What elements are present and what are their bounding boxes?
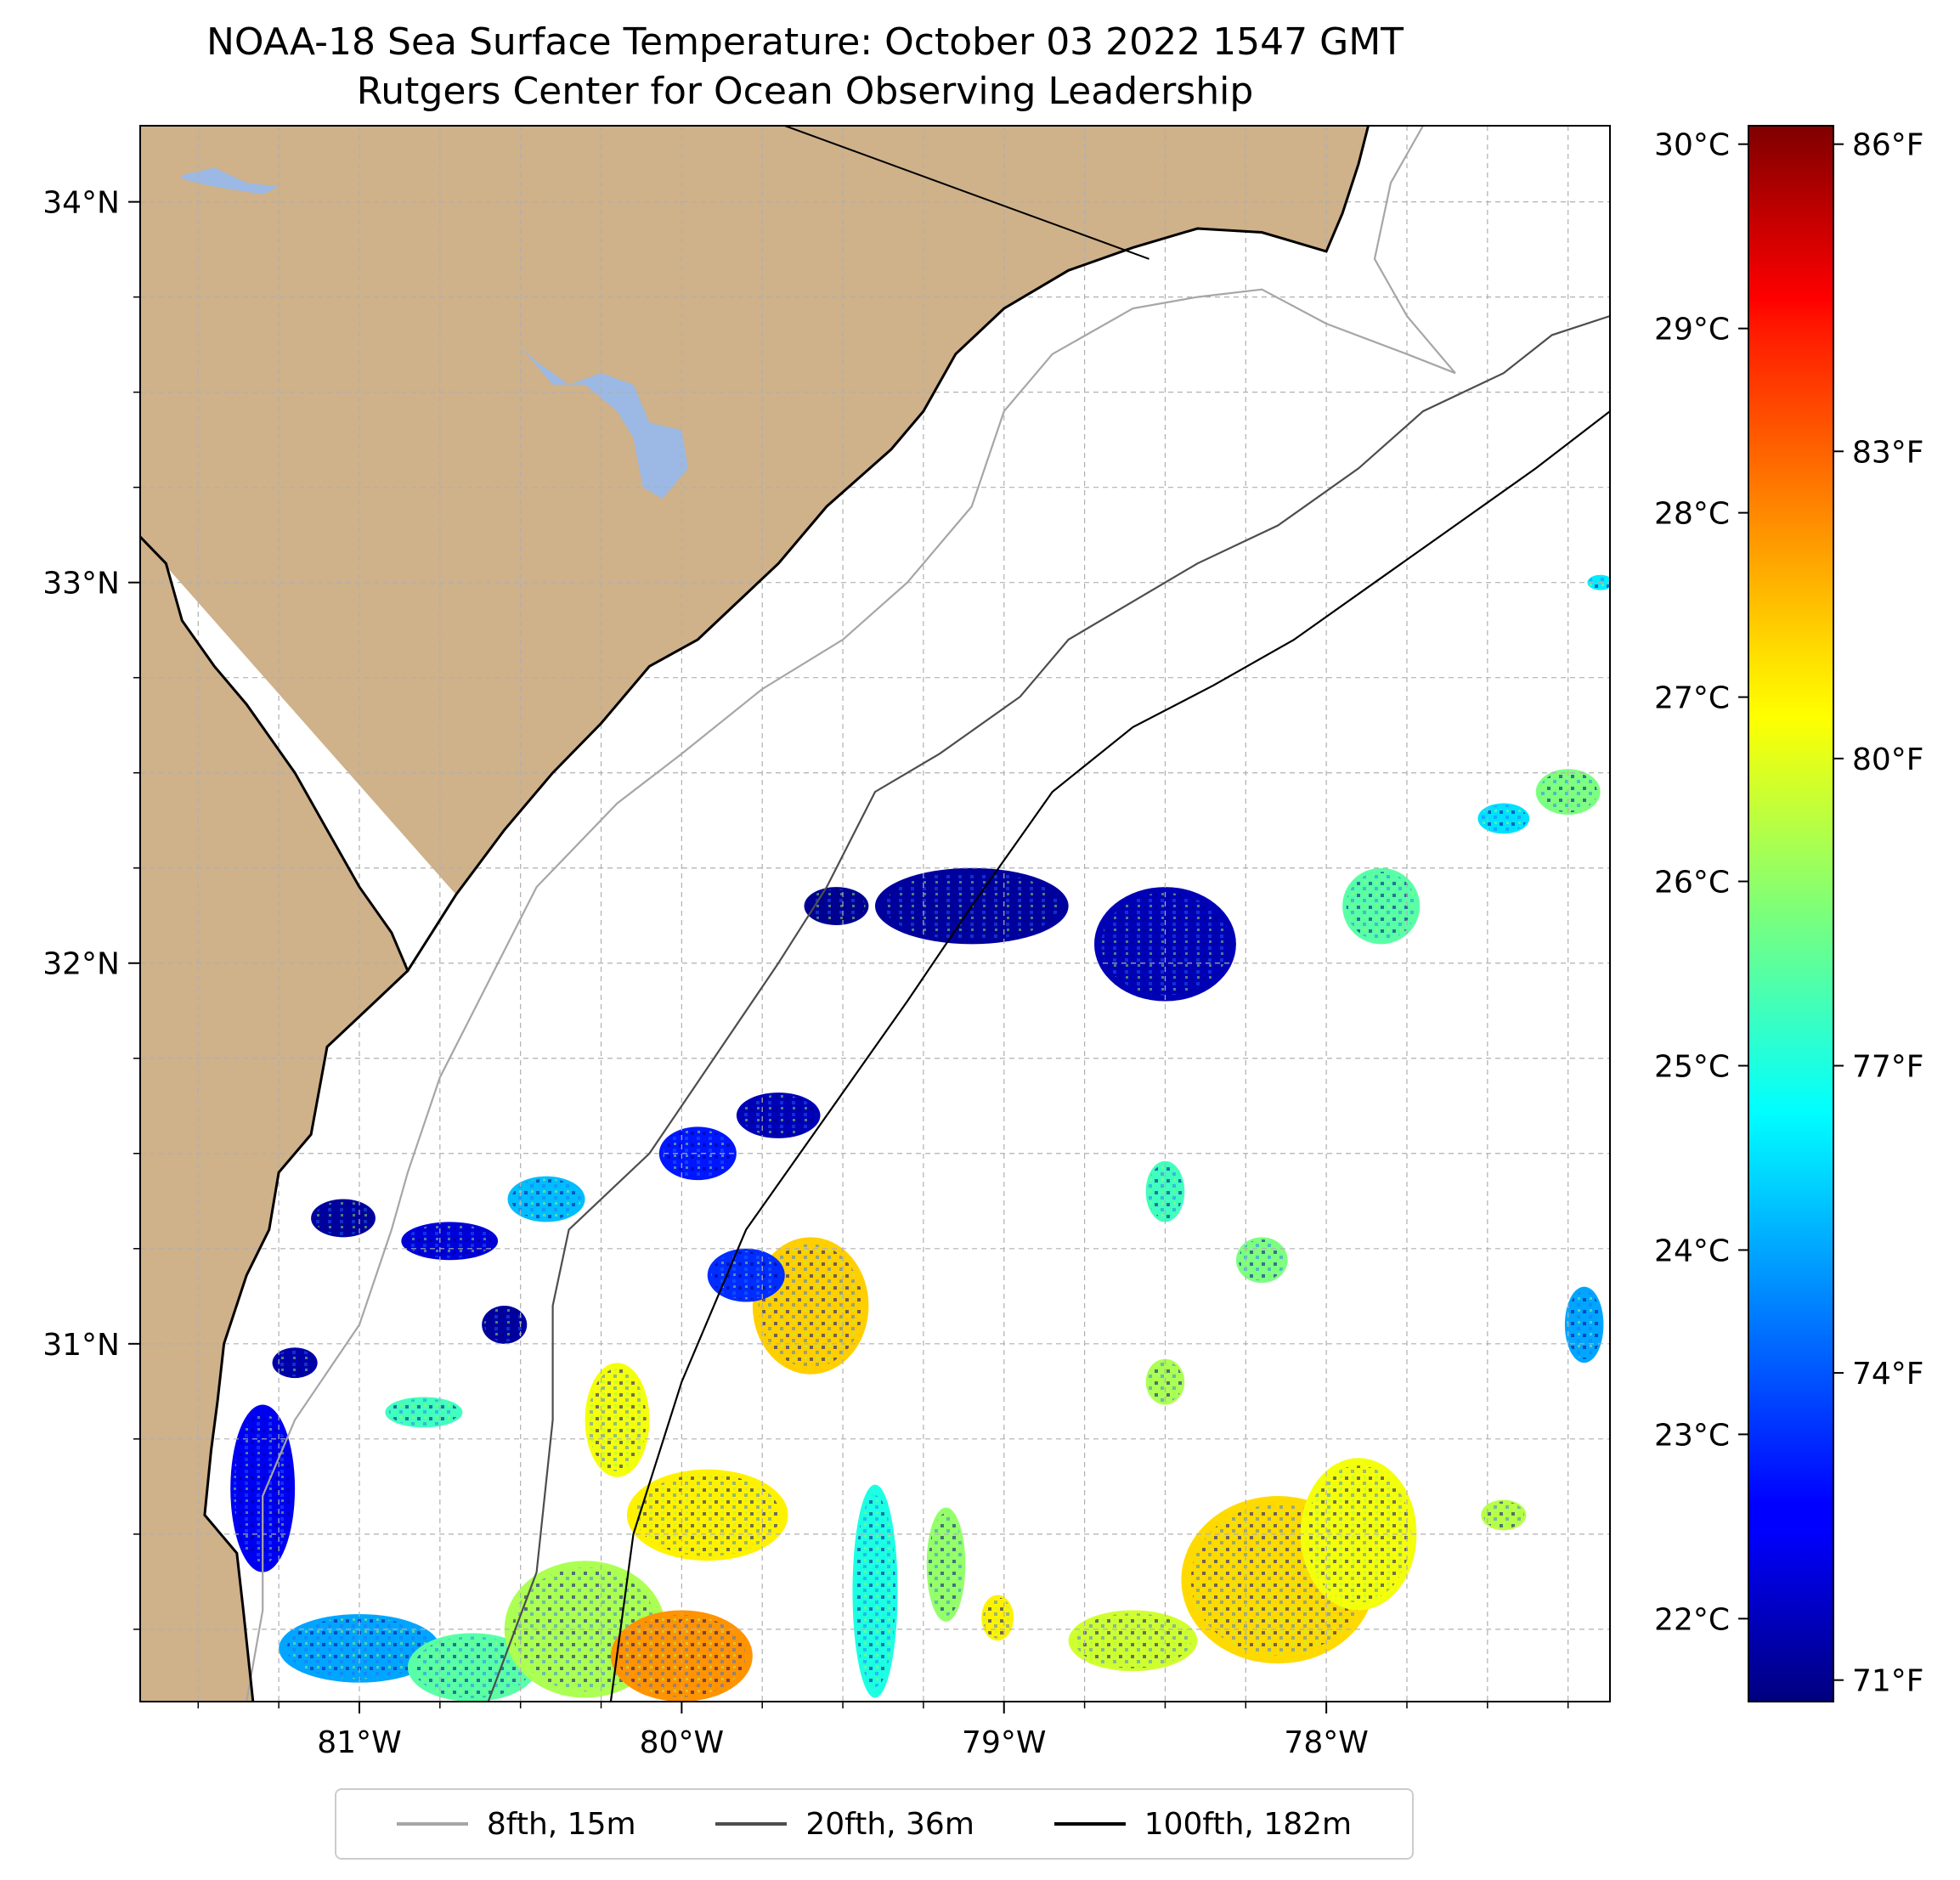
chart-title: NOAA-18 Sea Surface Temperature: October… — [206, 20, 1404, 64]
chart-legend: 8fth, 15m 20fth, 36m 100fth, 182m — [335, 1788, 1414, 1860]
x-tick-label: 80°W — [640, 1725, 724, 1760]
map-layer — [140, 126, 1610, 1702]
sst-patch-texture-1 — [405, 1223, 494, 1259]
colorbar-celsius-label: 24°C — [1654, 1234, 1730, 1268]
sst-patch-texture-0 — [313, 1200, 373, 1236]
colorbar: 22°C 23°C 24°C 25°C 26°C 27°C 28°C 29°C 30°C 71°F… — [1654, 125, 1924, 1702]
land-area — [140, 126, 1369, 1702]
contour-100fth — [609, 410, 1610, 1702]
sst-patch-texture-12 — [711, 1251, 782, 1300]
colorbar-celsius-label: 28°C — [1654, 497, 1730, 532]
sst-patch-texture-9 — [635, 1474, 781, 1556]
coastline-north — [406, 126, 1370, 972]
sst-patch-texture-33 — [483, 1307, 525, 1342]
x-tick-label: 78°W — [1284, 1725, 1368, 1760]
colorbar-fahrenheit-label: 71°F — [1852, 1664, 1924, 1699]
legend-swatch-8fth — [396, 1822, 468, 1826]
sst-patch-texture-30 — [1075, 1613, 1191, 1668]
legend-swatch-20fth — [715, 1822, 788, 1826]
sst-patch-texture-31 — [1567, 1290, 1602, 1359]
legend-entry-100fth: 100fth, 182m — [1053, 1806, 1353, 1842]
sst-patch-texture-5 — [286, 1617, 432, 1680]
state-border — [784, 126, 1149, 260]
colorbar-celsius-label: 22°C — [1654, 1602, 1730, 1637]
colorbar-celsius-label: 30°C — [1654, 128, 1730, 163]
legend-swatch-100fth — [1053, 1822, 1126, 1826]
sst-patch-texture-23 — [1480, 805, 1528, 833]
sst-patch-texture-13 — [663, 1129, 733, 1178]
legend-label-8fth: 8fth, 15m — [486, 1806, 636, 1842]
colorbar-gradient — [1748, 125, 1834, 1702]
y-tick-label: 32°N — [42, 947, 120, 982]
contour-20fth — [487, 314, 1610, 1702]
colorbar-fahrenheit-label: 77°F — [1852, 1049, 1924, 1084]
coastline-south — [140, 535, 410, 1702]
colorbar-celsius-label: 26°C — [1654, 866, 1730, 900]
lake-0 — [182, 167, 280, 195]
legend-entry-20fth: 20fth, 36m — [715, 1807, 974, 1842]
colorbar-celsius-label: 27°C — [1654, 681, 1730, 716]
x-tick-label: 81°W — [317, 1725, 401, 1760]
sst-patch-texture-26 — [1238, 1239, 1285, 1281]
legend-entry-8fth: 8fth, 15m — [396, 1806, 636, 1842]
sst-patch-texture-10 — [588, 1368, 647, 1471]
contour-8fth — [246, 126, 1456, 1702]
sst-patch-texture-3 — [274, 1349, 316, 1377]
colorbar-fahrenheit-label: 83°F — [1852, 435, 1924, 470]
y-tick-label: 33°N — [42, 567, 120, 601]
x-tick-label: 79°W — [962, 1725, 1046, 1760]
colorbar-fahrenheit-label: 74°F — [1852, 1357, 1924, 1392]
colorbar-celsius-label: 23°C — [1654, 1418, 1730, 1453]
legend-label-100fth: 100fth, 182m — [1144, 1806, 1353, 1842]
colorbar-celsius-label: 29°C — [1654, 313, 1730, 347]
sst-patch-texture-6 — [414, 1636, 531, 1698]
axis-layer: 81°W 80°W 79°W 78°W 31°N 32°N 33°N 34°N — [42, 186, 1569, 1760]
sst-patch-texture-21 — [807, 889, 866, 923]
map-frame — [139, 125, 1611, 1702]
legend-label-20fth: 20fth, 36m — [805, 1806, 974, 1842]
colorbar-celsius-label: 25°C — [1654, 1049, 1730, 1084]
sst-patch-texture-22 — [1346, 872, 1416, 940]
sst-patch-texture-8 — [618, 1614, 746, 1697]
sst-patch-texture-20 — [1101, 892, 1229, 996]
sst-patch-texture-15 — [388, 1398, 459, 1426]
colorbar-fahrenheit-label: 80°F — [1852, 742, 1924, 777]
y-tick-label: 31°N — [42, 1328, 120, 1363]
sst-patch-texture-4 — [234, 1413, 292, 1564]
sst-patch-texture-2 — [511, 1178, 581, 1220]
sst-patch-texture-16 — [855, 1495, 895, 1687]
colorbar-fahrenheit-label: 86°F — [1852, 128, 1924, 163]
sst-patch-texture-18 — [983, 1597, 1013, 1639]
sst-patch-texture-32 — [1483, 1501, 1524, 1529]
chart-subtitle: Rutgers Center for Ocean Observing Leade… — [356, 70, 1254, 113]
sst-patch-texture-17 — [928, 1513, 963, 1617]
lake-1 — [520, 346, 688, 500]
sst-patch-texture-14 — [740, 1094, 816, 1137]
y-tick-label: 34°N — [42, 186, 120, 221]
